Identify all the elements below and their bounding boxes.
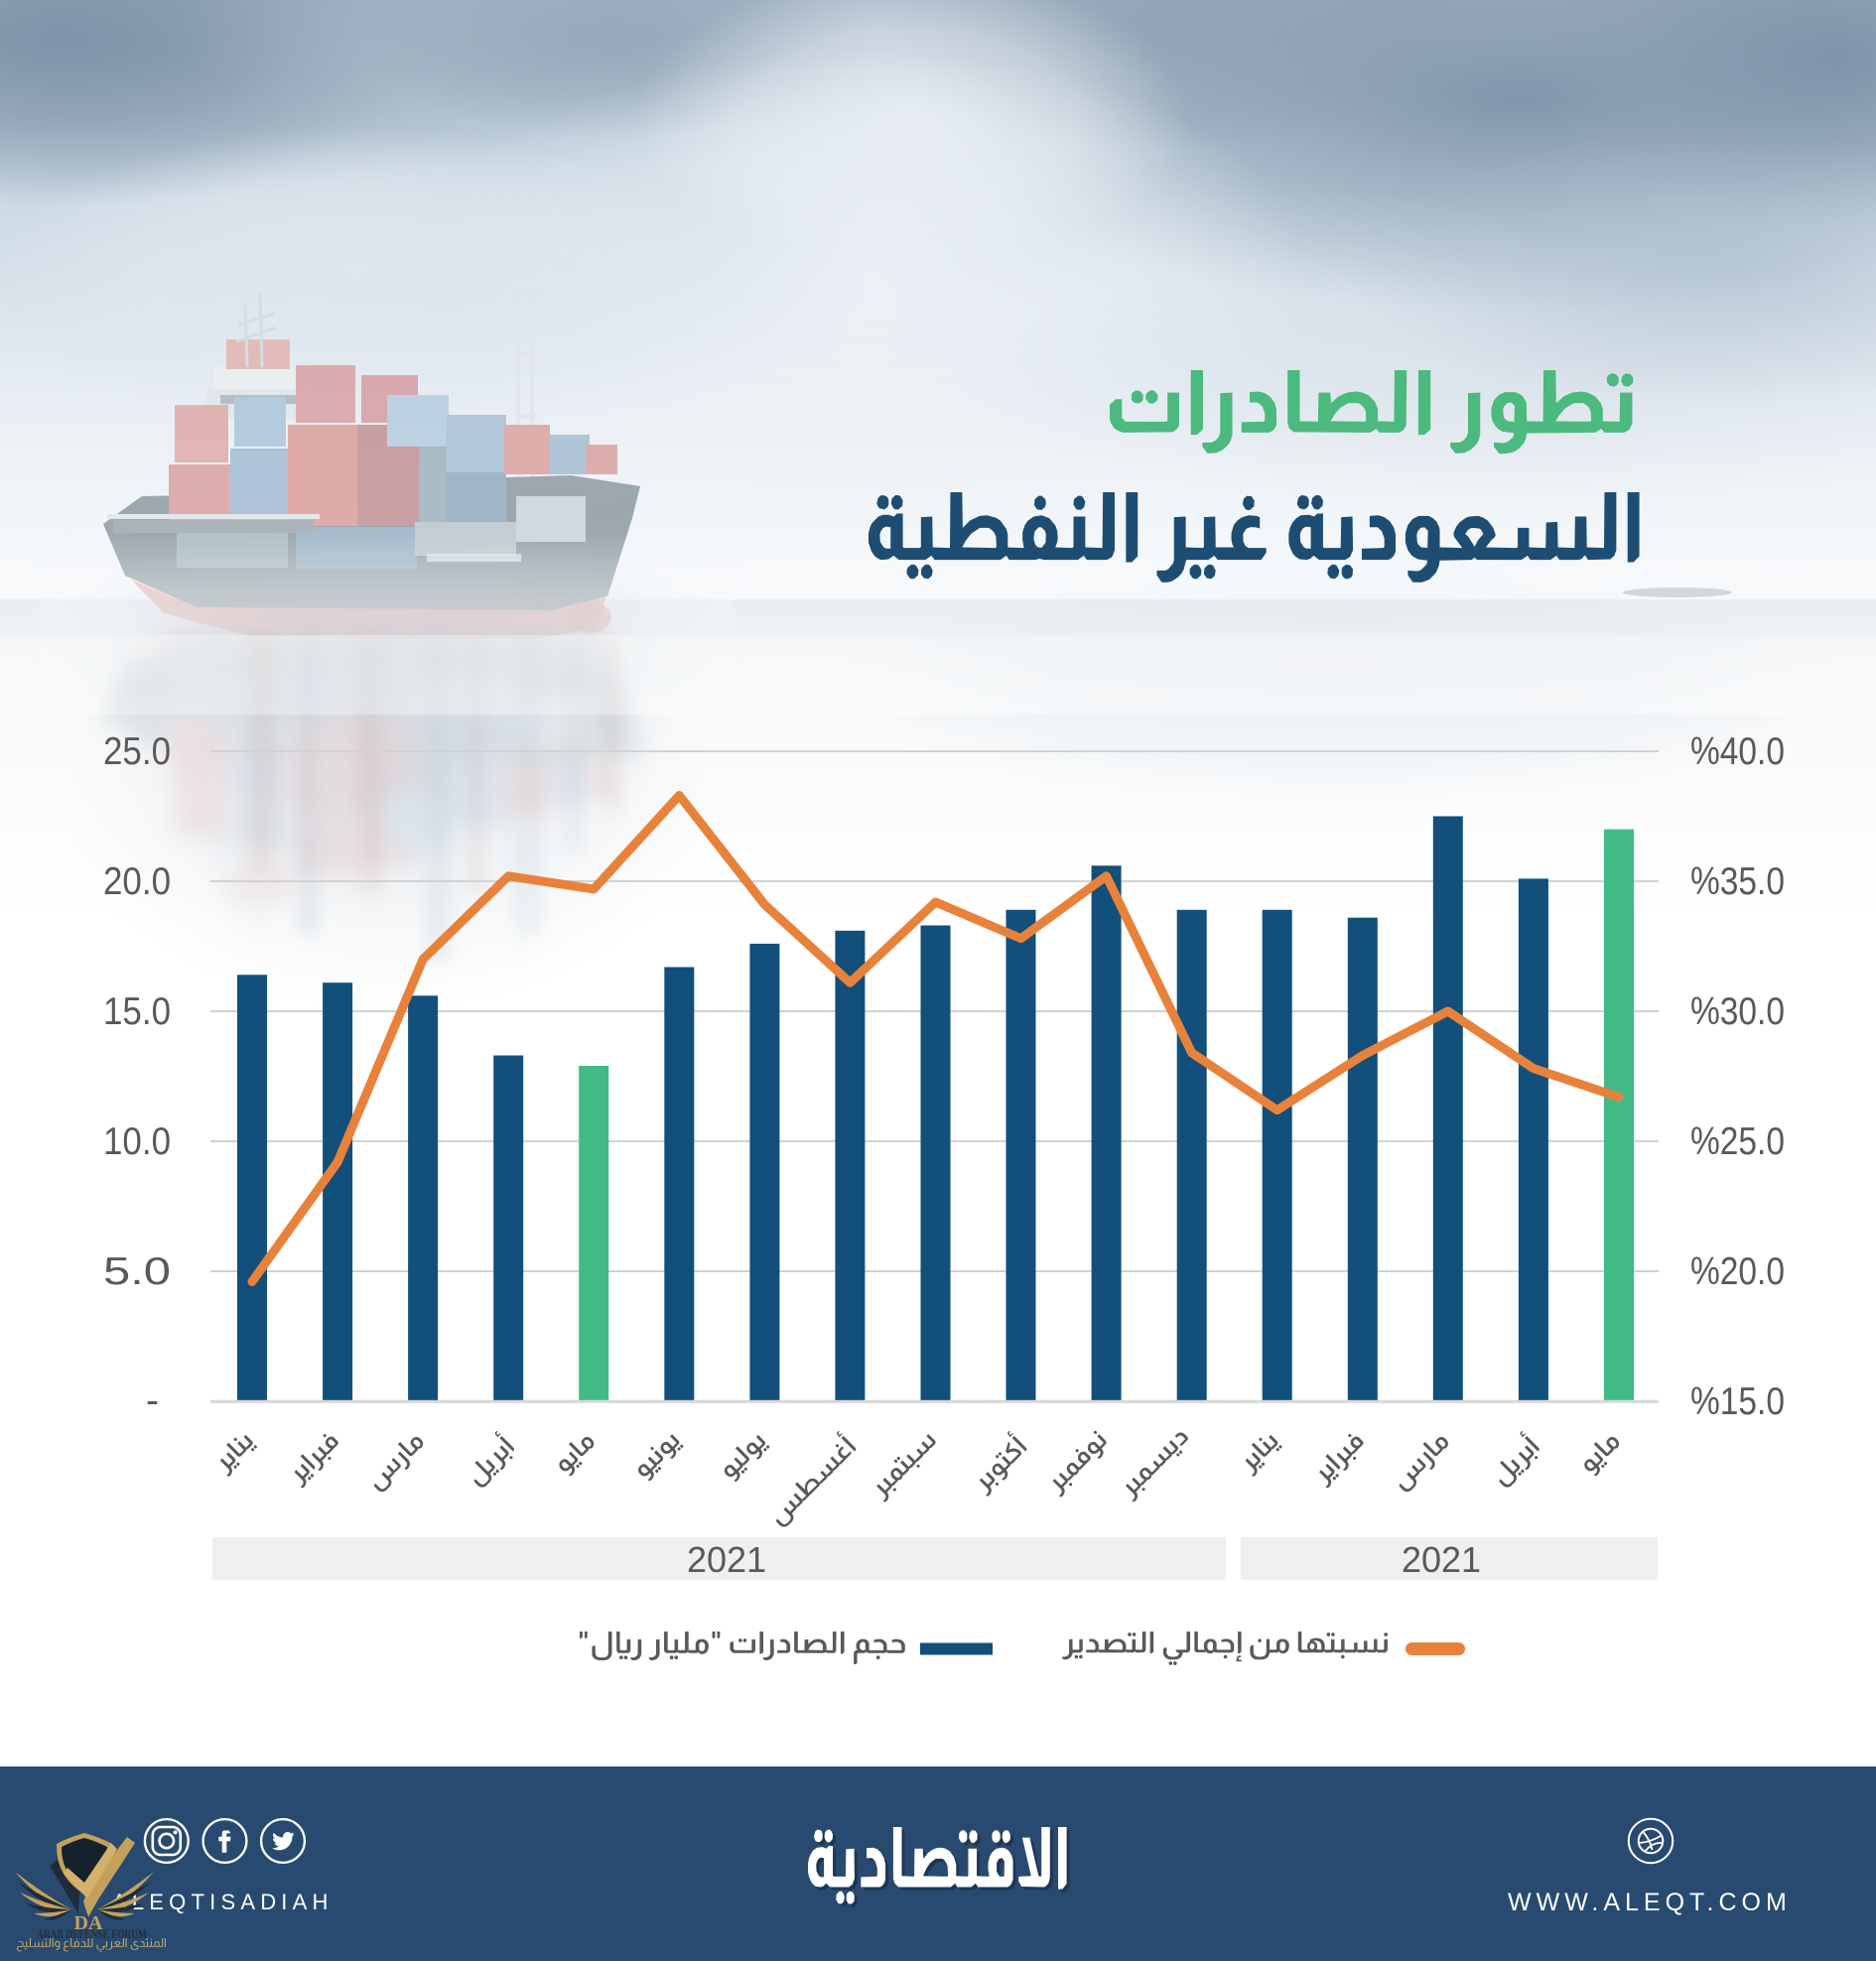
svg-text:%35.0: %35.0 <box>1690 860 1785 903</box>
svg-text:5.0: 5.0 <box>103 1250 171 1293</box>
svg-text:DA: DA <box>74 1912 103 1934</box>
svg-text:ALEQTISADIAH: ALEQTISADIAH <box>112 1890 334 1914</box>
svg-text:2021: 2021 <box>687 1539 766 1580</box>
svg-text:%30.0: %30.0 <box>1690 990 1785 1033</box>
svg-text:10.0: 10.0 <box>103 1120 171 1163</box>
svg-text:-: - <box>146 1379 159 1422</box>
svg-text:%15.0: %15.0 <box>1690 1380 1785 1423</box>
svg-text:ARAB DEFENSE FORUM: ARAB DEFENSE FORUM <box>37 1926 147 1941</box>
svg-text:%25.0: %25.0 <box>1690 1120 1785 1163</box>
svg-text:%40.0: %40.0 <box>1690 730 1785 773</box>
svg-text:20.0: 20.0 <box>103 860 171 903</box>
svg-text:%20.0: %20.0 <box>1690 1250 1785 1293</box>
svg-text:WWW.ALEQT.COM: WWW.ALEQT.COM <box>1508 1889 1792 1916</box>
svg-text:2021: 2021 <box>1402 1539 1481 1580</box>
svg-text:25.0: 25.0 <box>103 730 171 773</box>
svg-text:15.0: 15.0 <box>103 990 171 1033</box>
